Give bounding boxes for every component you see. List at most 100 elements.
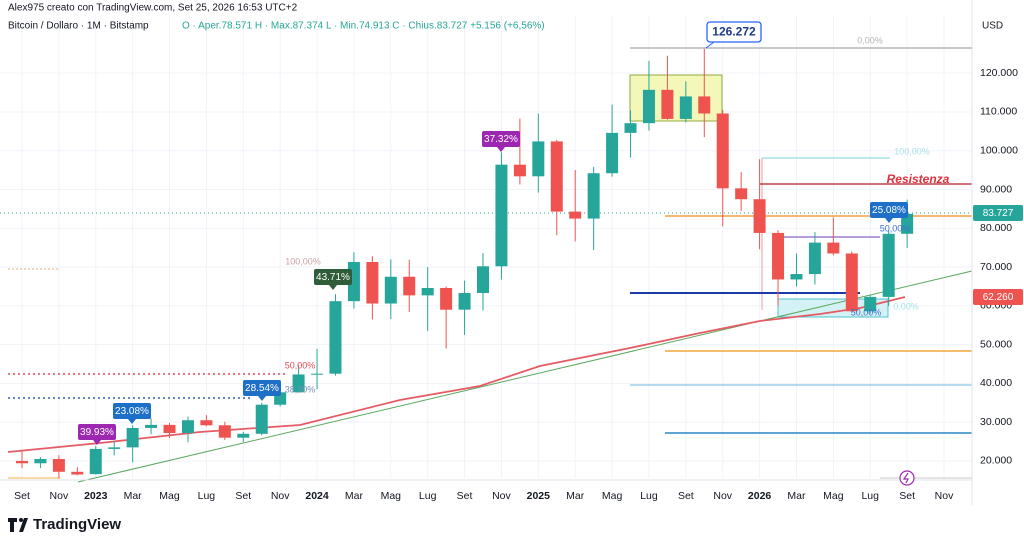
candle-body [108, 447, 121, 449]
candle-body [642, 89, 655, 124]
ohlc-legend: O · Aper.78.571 H · Max.87.374 L · Min.7… [182, 21, 545, 32]
event-icon[interactable] [899, 470, 915, 486]
x-tick-label: Mar [566, 490, 585, 502]
label-box [870, 202, 908, 218]
label-box [243, 380, 281, 396]
annotation: 23.08% [115, 406, 149, 417]
candle-body [624, 123, 637, 133]
trend-line [77, 270, 973, 483]
x-tick-label: Mar [345, 490, 364, 502]
x-tick-label: 2023 [84, 490, 108, 502]
x-tick-label: Set [457, 490, 473, 502]
annotation: 0,00% [893, 301, 919, 311]
candle-body [71, 471, 84, 475]
candle-body [458, 293, 471, 310]
candle-body [181, 420, 194, 434]
candle-body [845, 253, 858, 312]
y-tick-label: 20.000 [980, 455, 1012, 467]
candle-body [698, 96, 711, 114]
grid: 20.00030.00040.00050.00060.00070.00080.0… [0, 15, 1018, 502]
logo-text: TradingView [33, 516, 121, 533]
label-box [113, 403, 151, 419]
candle-body [126, 427, 139, 448]
candle-body [790, 274, 803, 280]
candle-body [163, 424, 176, 434]
candle-body [440, 287, 453, 310]
candle-body [569, 211, 582, 219]
x-tick-label: Set [14, 490, 30, 502]
candle-body [827, 242, 840, 254]
label-box [973, 205, 1023, 221]
label-box [973, 289, 1023, 305]
y-tick-label: 100.000 [980, 145, 1018, 157]
label-pointer [93, 440, 101, 445]
x-tick-label: Mag [159, 490, 180, 502]
x-tick-label: Lug [861, 490, 879, 502]
candle-body [218, 425, 231, 438]
x-tick-label: 2026 [748, 490, 772, 502]
x-tick-label: 2024 [305, 490, 329, 502]
candle-body [16, 460, 28, 464]
chart-title: Bitcoin / Dollaro · 1M · Bitstamp [8, 21, 149, 32]
candle-body [735, 188, 748, 200]
label-pointer [329, 285, 337, 290]
x-tick-label: Set [899, 490, 915, 502]
y-tick-label: 80.000 [980, 222, 1012, 234]
author: Alex975 creato con TradingView.com, Set … [8, 3, 298, 14]
y-tick-label: 40.000 [980, 377, 1012, 389]
x-tick-label: Lug [419, 490, 437, 502]
candle-body [237, 433, 250, 438]
highlight-box [777, 298, 889, 318]
x-tick-label: Set [678, 490, 694, 502]
candle-body [200, 420, 213, 426]
x-tick-label: Lug [640, 490, 658, 502]
candle-body [403, 276, 416, 296]
annotation: 50,00% [851, 307, 882, 317]
candle-body [52, 458, 65, 472]
candle-body [89, 448, 102, 475]
candle-body [532, 141, 545, 177]
candle-body [421, 287, 434, 296]
candle-body [882, 233, 895, 297]
annotation: 100,00% [894, 146, 930, 156]
x-tick-label: Mar [787, 490, 806, 502]
label-pointer [128, 419, 136, 424]
y-axis-label: USD [982, 21, 1003, 32]
event-icon [902, 472, 909, 484]
candle-body [292, 374, 305, 393]
annotations: 39.93%23.08% 28.54% 43.71% 37.32% 126.272 25.… [78, 21, 1023, 445]
annotation: 50,00% [285, 360, 316, 370]
y-tick-label: 50.000 [980, 338, 1012, 350]
logo-mark [19, 518, 23, 522]
candle-body [753, 199, 766, 233]
label-box [78, 424, 116, 440]
x-tick-label: Mag [602, 490, 623, 502]
annotation: 100,00% [285, 256, 321, 266]
candle-body [772, 232, 785, 280]
annotation: 50,00% [880, 223, 911, 233]
y-tick-label: 30.000 [980, 416, 1012, 428]
candle-body [808, 242, 821, 275]
candle-body [513, 164, 526, 177]
candle-body [34, 458, 47, 464]
annotation: 43.71% [316, 272, 350, 283]
annotation: Resistenza [887, 172, 950, 186]
candle-body [495, 164, 508, 267]
candles [16, 48, 914, 479]
x-tick-label: Nov [271, 490, 290, 502]
annotation: 83.727 [983, 208, 1014, 219]
y-tick-label: 90.000 [980, 183, 1012, 195]
x-tick-label: Lug [198, 490, 216, 502]
annotation: 38,20% [285, 384, 316, 394]
label-pointer [705, 41, 715, 49]
candle-body [716, 113, 729, 189]
x-tick-label: 2025 [527, 490, 551, 502]
annotation: 28.54% [245, 383, 279, 394]
annotation: 62.260 [983, 292, 1014, 303]
candle-body [255, 404, 268, 434]
candle-body [587, 173, 600, 219]
x-tick-label: Mag [381, 490, 402, 502]
x-tick-label: Nov [492, 490, 511, 502]
label-box [706, 21, 762, 43]
